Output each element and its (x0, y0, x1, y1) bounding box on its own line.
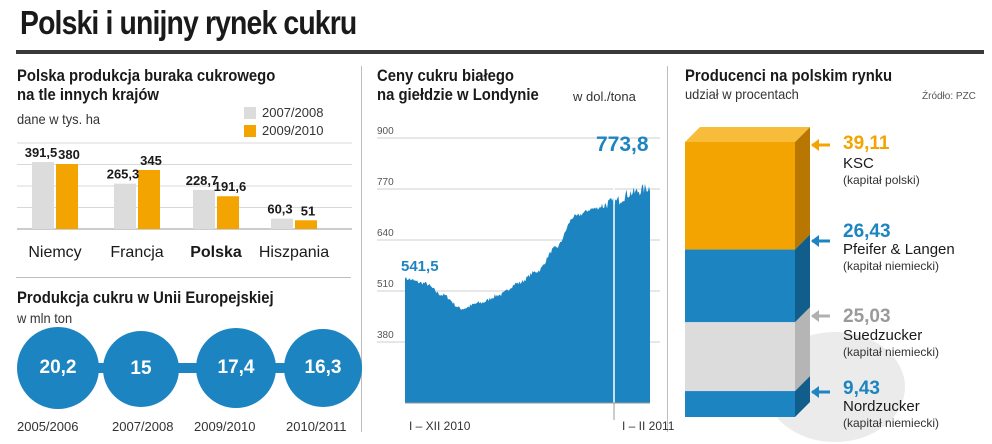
beet-value-label: 380 (58, 147, 80, 162)
london-title-line1: Ceny cukru białego (377, 67, 514, 85)
page-title: Polski i unijny rynek cukru (20, 4, 357, 41)
producer-segment (685, 322, 795, 392)
legend-swatch-2009 (244, 125, 256, 137)
beet-category-label: Polska (190, 244, 242, 261)
producer-name: Suedzucker (843, 327, 923, 344)
producer-segment (685, 249, 795, 323)
beet-subtitle: dane w tys. ha (17, 111, 101, 127)
producers-subtitle: udział w procentach (685, 86, 799, 102)
producer-capital-note: (kapitał polski) (843, 173, 920, 187)
start-value-label: 541,5 (401, 258, 439, 275)
producer-value: 26,43 (843, 221, 891, 242)
eu-year-4: 2010/2011 (286, 419, 347, 434)
beet-category-label: Niemcy (28, 244, 81, 261)
producer-value: 39,11 (843, 133, 890, 154)
beet-category-label: Francja (110, 244, 163, 261)
separator-3 (16, 277, 351, 278)
london-unit: w dol./tona (573, 89, 636, 104)
price-tick-label: 510 (377, 279, 394, 290)
producer-capital-note: (kapitał niemiecki) (843, 416, 940, 430)
price-area (405, 183, 650, 403)
price-tick-label: 380 (377, 330, 394, 341)
beet-bar (32, 162, 54, 229)
producer-arrow-head (811, 310, 819, 322)
title-rule (16, 50, 984, 54)
eu-circle-2: 15 (103, 331, 179, 407)
producer-name: Nordzucker (843, 398, 920, 415)
producer-name: Pfeifer & Langen (843, 241, 955, 258)
column-top (685, 127, 810, 142)
producer-segment-side (795, 234, 810, 323)
beet-bar (295, 220, 317, 229)
x-end-label: I – II 2011 (622, 419, 675, 433)
beet-value-label: 265,3 (107, 167, 140, 182)
producer-segment-side (795, 307, 810, 392)
eu-subtitle: w mln ton (17, 310, 73, 326)
beet-bar (56, 164, 78, 229)
beet-title-line2: na tle innych krajów (17, 86, 159, 104)
producer-segment (685, 391, 795, 417)
beet-value-label: 228,7 (186, 173, 219, 188)
eu-year-3: 2009/2010 (194, 419, 256, 434)
beet-title-line1: Polska produkcja buraka cukrowego (17, 67, 276, 85)
producer-segment-side (795, 376, 810, 417)
beet-category-label: Hiszpania (259, 244, 329, 261)
eu-year-2: 2007/2008 (112, 419, 174, 434)
beet-value-label: 60,3 (267, 202, 292, 217)
eu-circle-1: 20,2 (17, 327, 99, 409)
beet-value-label: 191,6 (214, 179, 247, 194)
producer-name: KSC (843, 155, 874, 172)
producers-title: Producenci na polskim rynku (685, 67, 893, 85)
source-note: Źródło: PZC (922, 91, 976, 102)
producer-value: 25,03 (843, 306, 891, 327)
x-start-label: I – XII 2010 (409, 419, 471, 433)
beet-bar (271, 218, 293, 229)
producer-arrow-head (811, 235, 819, 247)
eu-circle-3: 17,4 (196, 328, 276, 408)
separator-1 (361, 66, 362, 432)
eu-year-1: 2005/2006 (17, 419, 79, 434)
producers-chart (685, 127, 905, 442)
price-tick-label: 640 (377, 228, 394, 239)
producer-capital-note: (kapitał niemiecki) (843, 259, 940, 273)
beet-value-label: 345 (140, 153, 162, 168)
eu-circle-4: 16,3 (284, 329, 362, 407)
price-tick-label: 900 (377, 126, 394, 137)
producer-arrow-head (811, 139, 819, 151)
beet-bar (138, 170, 160, 229)
beet-value-label: 391,5 (25, 145, 58, 160)
producer-segment-side (795, 127, 810, 250)
beet-bar (217, 196, 239, 229)
beet-bar (193, 189, 215, 229)
beet-bar (114, 183, 136, 229)
producer-segment (685, 142, 795, 250)
peak-value-label: 773,8 (596, 133, 649, 156)
legend-swatch-2007 (244, 107, 256, 119)
london-title-line2: na giełdzie w Londynie (377, 86, 539, 104)
producer-value: 9,43 (843, 378, 880, 399)
price-tick-label: 770 (377, 177, 394, 188)
legend-label-2009: 2009/2010 (262, 123, 324, 138)
beet-value-label: 51 (301, 203, 315, 218)
producer-capital-note: (kapitał niemiecki) (843, 345, 940, 359)
london-chart: 380 510 640 770 900 (377, 126, 660, 420)
legend-label-2007: 2007/2008 (262, 105, 324, 120)
eu-connector (60, 363, 326, 373)
eu-title: Produkcja cukru w Unii Europejskiej (17, 289, 274, 307)
producer-arrow-head (811, 386, 819, 398)
separator-2 (667, 66, 668, 432)
